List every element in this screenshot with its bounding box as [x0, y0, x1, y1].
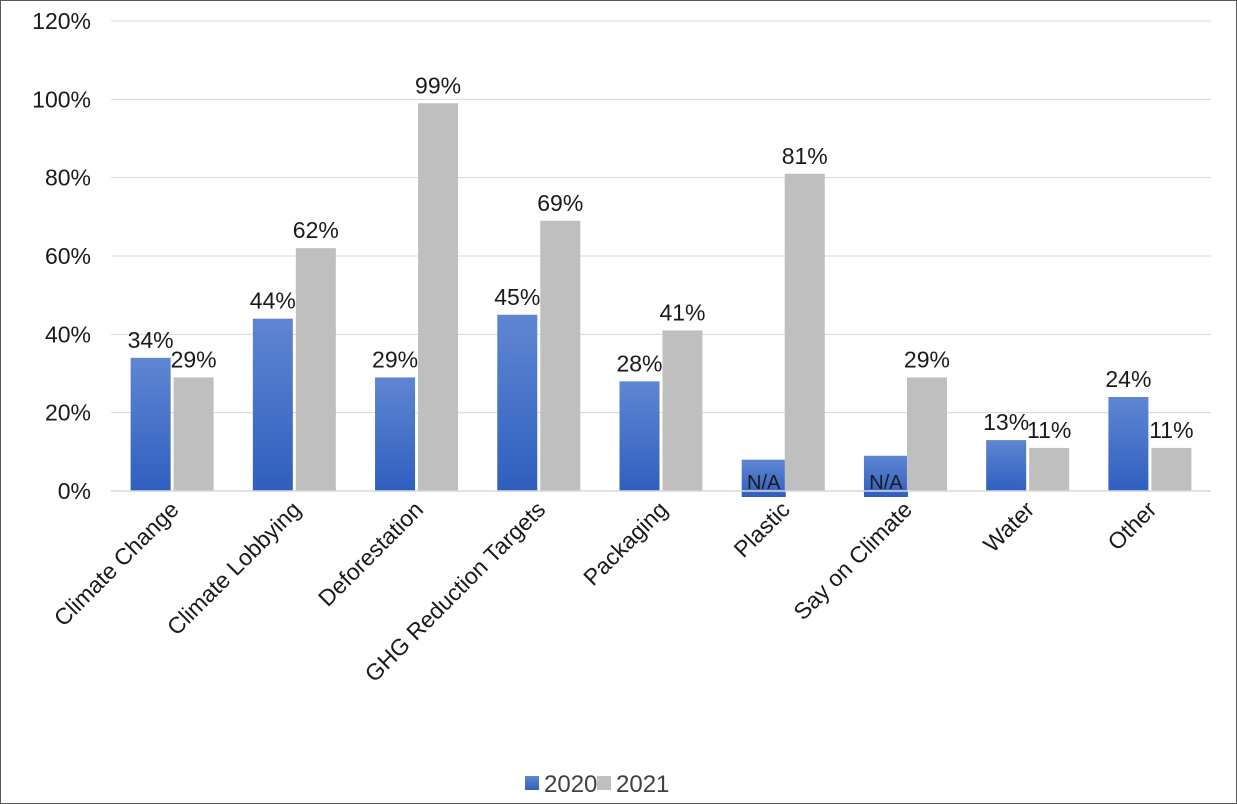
data-label-2020: 28% — [616, 350, 662, 376]
x-category-label: Say on Climate — [788, 496, 917, 625]
data-label-2021: 11% — [1027, 417, 1071, 443]
data-label-2021: 99% — [415, 72, 461, 98]
bar-2021 — [1029, 447, 1070, 491]
bar-2021 — [173, 377, 214, 491]
data-label-2020: 45% — [494, 284, 540, 310]
bar-2020 — [375, 377, 416, 491]
bar-2021 — [906, 377, 947, 491]
data-label-2021: 69% — [537, 190, 583, 216]
bar-2021 — [662, 330, 703, 491]
bar-2020 — [986, 440, 1027, 491]
data-label-2020: N/A — [869, 472, 903, 494]
data-label-2021: 41% — [659, 299, 705, 325]
y-tick-label: 80% — [45, 165, 91, 191]
data-label-2021: 29% — [171, 346, 217, 372]
x-category-label: Other — [1102, 496, 1161, 555]
y-tick-label: 100% — [32, 86, 91, 112]
data-label-2020: 29% — [372, 346, 418, 372]
legend-swatch-2021 — [597, 776, 611, 790]
legend-label-2021: 2021 — [616, 771, 669, 798]
x-category-label: Water — [978, 496, 1039, 557]
x-category-label: Packaging — [578, 496, 672, 590]
bar-2021 — [540, 220, 581, 491]
data-label-2020: N/A — [747, 472, 781, 494]
data-labels: 34%29%44%62%29%99%45%69%28%41%N/A81%N/A2… — [128, 72, 1194, 494]
x-category-label: Deforestation — [313, 496, 428, 611]
bars — [130, 103, 1192, 497]
data-label-2020: 13% — [983, 409, 1029, 435]
data-label-2021: 81% — [782, 143, 828, 169]
legend: 2020 2021 — [525, 771, 669, 798]
bar-2020 — [1108, 397, 1149, 491]
y-tick-label: 60% — [45, 243, 91, 269]
data-label-2021: 29% — [904, 346, 950, 372]
data-label-2021: 62% — [293, 217, 339, 243]
x-category-label: Climate Lobbying — [162, 496, 306, 640]
y-axis-tick-labels: 0% 20% 40% 60% 80% 100% 120% — [32, 8, 91, 504]
x-category-label: Climate Change — [49, 496, 184, 631]
bar-2020 — [619, 381, 660, 491]
data-label-2020: 44% — [250, 288, 296, 314]
bar-2020 — [130, 357, 171, 491]
bar-2020 — [252, 318, 293, 491]
gridlines — [111, 20, 1211, 414]
bar-2021 — [295, 248, 336, 491]
data-label-2021: 11% — [1149, 417, 1193, 443]
y-tick-label: 0% — [58, 478, 91, 504]
y-tick-label: 40% — [45, 321, 91, 347]
y-tick-label: 20% — [45, 400, 91, 426]
x-category-label: Plastic — [728, 496, 794, 562]
legend-swatch-2020 — [525, 776, 539, 790]
legend-label-2020: 2020 — [544, 771, 597, 798]
bar-2020-placeholder — [863, 455, 908, 497]
bar-2021 — [1151, 447, 1192, 491]
bar-2020 — [497, 314, 538, 491]
bar-2021 — [418, 103, 459, 491]
y-tick-label: 120% — [32, 8, 91, 34]
bar-2021 — [784, 173, 825, 491]
data-label-2020: 24% — [1105, 366, 1151, 392]
data-label-2020: 34% — [128, 327, 174, 353]
